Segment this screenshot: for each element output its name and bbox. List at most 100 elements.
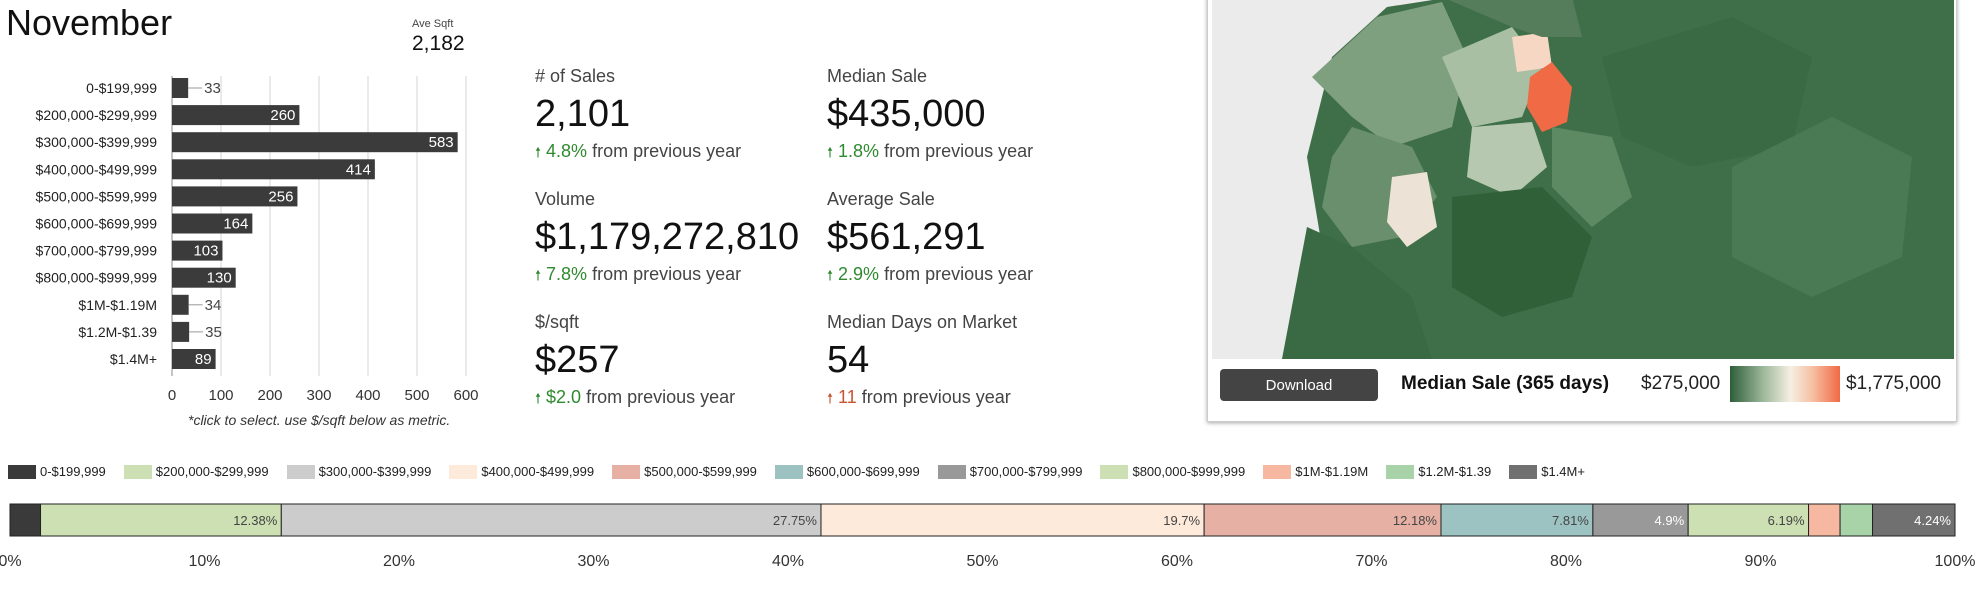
map-legend-min: $275,000 xyxy=(1641,373,1721,394)
map-panel: Download Median Sale (365 days) $275,000… xyxy=(1207,0,1957,422)
arrow-up-icon: 🠕 xyxy=(827,267,834,283)
legend-item[interactable]: $800,000-$999,999 xyxy=(1100,464,1245,479)
map-legend-max: $1,775,000 xyxy=(1846,373,1942,394)
metric-label: Average Sale xyxy=(827,189,935,209)
bar-value-label: 130 xyxy=(207,270,232,287)
x-tick-label: 90% xyxy=(1744,553,1776,570)
legend-item[interactable]: $200,000-$299,999 xyxy=(123,464,269,479)
legend-swatch xyxy=(123,464,152,479)
legend-swatch xyxy=(1100,464,1129,479)
metric-change-value: 7.8% xyxy=(546,264,588,284)
arrow-up-icon: 🠕 xyxy=(535,144,542,160)
metric-value: 54 xyxy=(827,339,870,381)
bar-value-label: 33 xyxy=(204,80,221,97)
metric-change: 🠕 1.8% from previous year xyxy=(827,141,1033,166)
legend-item[interactable]: $300,000-$399,999 xyxy=(286,464,432,479)
legend-label: $800,000-$999,999 xyxy=(1132,464,1246,479)
bar xyxy=(172,186,298,207)
category-label: $300,000-$399,999 xyxy=(36,134,158,150)
legend-item[interactable]: $1.4M+ xyxy=(1509,464,1585,479)
legend-swatch xyxy=(774,464,803,479)
segment-label: 12.18% xyxy=(1393,513,1438,528)
metric-median-sale: Median Sale $435,000 🠕 1.8% from previou… xyxy=(827,66,1033,166)
x-tick-label: 400 xyxy=(355,387,380,404)
legend-label: $1.4M+ xyxy=(1541,464,1585,479)
legend-item[interactable]: $1.2M-$1.39 xyxy=(1386,464,1491,479)
legend-swatch xyxy=(1509,464,1538,479)
metric-change: 🠕 7.8% from previous year xyxy=(535,264,799,289)
category-label: $800,000-$999,999 xyxy=(36,270,158,286)
metric-change-suffix: from previous year xyxy=(586,387,736,407)
category-label: $700,000-$799,999 xyxy=(36,243,158,259)
bar xyxy=(172,267,236,288)
legend-item[interactable]: 0-$199,999 xyxy=(8,464,106,479)
legend-item[interactable]: $1M-$1.19M xyxy=(1263,464,1368,479)
metric-label: $/sqft xyxy=(535,312,580,332)
legend-label: $300,000-$399,999 xyxy=(318,464,432,479)
bar-value-label: 164 xyxy=(223,216,248,233)
x-tick-label: 100% xyxy=(1935,553,1976,570)
bar xyxy=(172,294,189,315)
legend-item[interactable]: $400,000-$499,999 xyxy=(449,464,594,479)
average-sqft: Ave Sqft 2,182 xyxy=(412,18,465,56)
legend-item[interactable]: $500,000-$599,999 xyxy=(612,464,757,479)
legend-swatch xyxy=(286,464,315,479)
x-tick-label: 30% xyxy=(577,553,609,570)
choropleth-map[interactable] xyxy=(1212,0,1954,359)
x-tick-label: 60% xyxy=(1161,553,1193,570)
x-tick-label: 50% xyxy=(966,553,998,570)
x-tick-label: 200 xyxy=(257,387,282,404)
bar-value-label: 583 xyxy=(429,134,454,151)
category-label: $1.2M-$1.39 xyxy=(78,324,157,340)
category-label: $200,000-$299,999 xyxy=(36,107,158,123)
bar xyxy=(172,105,300,126)
segment-label: 4.9% xyxy=(1655,513,1685,528)
metric-median-days-on-market: Median Days on Market 54 🠕 11 from previ… xyxy=(827,312,1017,412)
bar xyxy=(172,78,189,98)
metric-change-value: 2.9% xyxy=(838,264,880,284)
category-label: $1.4M+ xyxy=(110,351,157,367)
metric-change-value: 11 xyxy=(838,387,857,407)
legend-label: $200,000-$299,999 xyxy=(155,464,269,479)
metric-value: 2,101 xyxy=(535,93,631,135)
x-tick-label: 40% xyxy=(772,553,804,570)
metric-change-suffix: from previous year xyxy=(884,264,1034,284)
legend-item[interactable]: $700,000-$799,999 xyxy=(937,464,1082,479)
metric-change-suffix: from previous year xyxy=(592,141,742,161)
metric-value: $561,291 xyxy=(827,216,986,258)
legend-swatch xyxy=(612,464,641,479)
x-tick-label: 20% xyxy=(383,553,415,570)
metric-number-of-sales: # of Sales 2,101 🠕 4.8% from previous ye… xyxy=(535,66,741,166)
bar-value-label: 256 xyxy=(268,188,293,205)
segment-label: 6.19% xyxy=(1768,513,1805,528)
metric-volume: Volume $1,179,272,810 🠕 7.8% from previo… xyxy=(535,189,799,289)
download-button[interactable]: Download xyxy=(1220,369,1378,401)
x-tick-label: 80% xyxy=(1550,553,1582,570)
legend-label: $1M-$1.19M xyxy=(1295,464,1369,479)
metric-change-value: 4.8% xyxy=(546,141,588,161)
x-tick-label: 0 xyxy=(168,387,176,404)
legend-item[interactable]: $600,000-$699,999 xyxy=(774,464,920,479)
legend-swatch xyxy=(449,464,478,479)
arrow-up-icon: 🠕 xyxy=(535,390,542,406)
category-label: $600,000-$699,999 xyxy=(36,216,158,232)
metric-change: 🠕 $2.0 from previous year xyxy=(535,387,735,412)
stack-segment xyxy=(1687,503,1810,537)
legend-label: $600,000-$699,999 xyxy=(806,464,920,479)
bar-value-label: 260 xyxy=(270,107,295,124)
metric-label: Volume xyxy=(535,189,596,209)
bar xyxy=(172,132,458,153)
metric-label: Median Sale xyxy=(827,66,928,86)
metric-change-value: $2.0 xyxy=(546,387,582,407)
category-label: 0-$199,999 xyxy=(86,80,157,96)
legend-label: $1.2M-$1.39 xyxy=(1418,464,1492,479)
metric-label: # of Sales xyxy=(535,66,616,86)
bar xyxy=(172,159,375,180)
x-tick-label: 100 xyxy=(208,387,233,404)
price-range-histogram[interactable]: 0 100 200 300 400 500 600 0-$199,999 33 $200,000-… xyxy=(0,70,490,410)
bar xyxy=(172,240,223,261)
bar-value-label: 34 xyxy=(205,297,222,314)
x-tick-label: 10% xyxy=(188,553,220,570)
legend-swatch xyxy=(1263,464,1292,479)
price-range-share-bar[interactable]: 1.57%12.38%27.75%19.7%12.18%7.81%4.9%6.1… xyxy=(0,500,1983,580)
